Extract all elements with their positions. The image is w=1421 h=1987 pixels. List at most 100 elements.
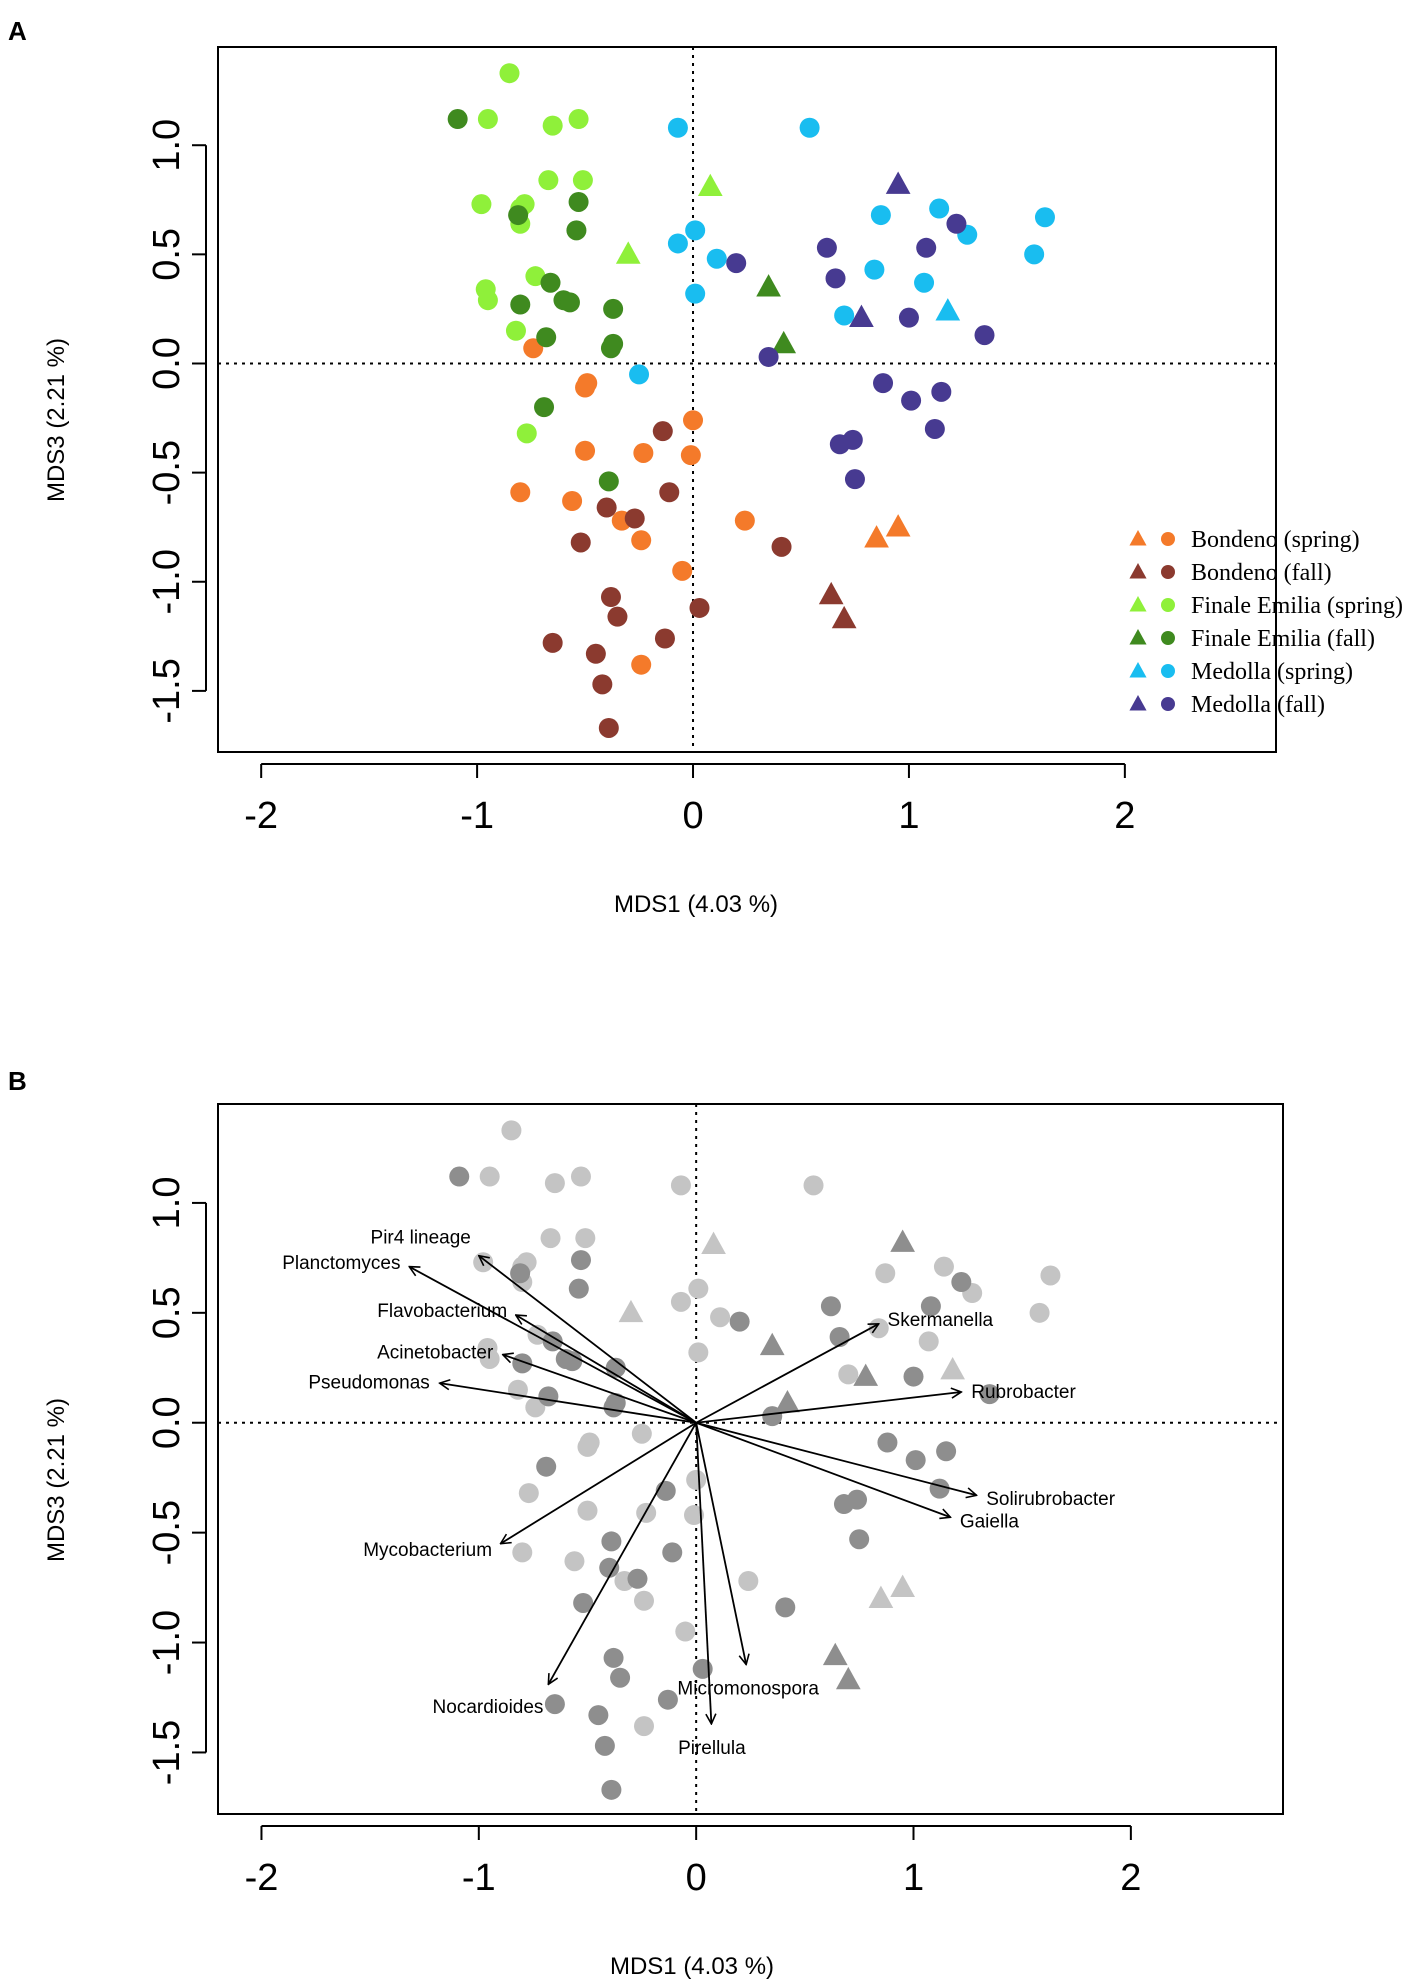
panel-a-y-axis-title: MDS3 (2.21 %)	[43, 338, 70, 502]
biplot-point-finale-emilia-fall	[603, 1397, 624, 1418]
point-finale-emilia-spring	[477, 109, 498, 130]
point-bondeno-spring-triangle	[864, 525, 889, 548]
point-medolla-fall	[758, 346, 779, 367]
panel-b: B Planctomyces Pir4 lineage Flavobacterium…	[8, 1066, 1284, 1980]
panel-b-y-tick-label: -1.0	[146, 1610, 188, 1675]
point-bondeno-fall	[585, 643, 606, 664]
biplot-point-medolla-spring	[875, 1263, 896, 1284]
panel-a-x-axis-title: MDS1 (4.03 %)	[614, 891, 778, 918]
legend-circle-marker-bondeno-fall	[1161, 565, 1175, 579]
point-medolla-spring	[667, 117, 688, 138]
point-medolla-spring	[1024, 244, 1045, 265]
point-medolla-fall	[931, 381, 952, 402]
biplot-point-finale-emilia-fall	[536, 1456, 557, 1477]
point-medolla-fall	[916, 237, 937, 258]
biplot-point-medolla-spring	[670, 1175, 691, 1196]
point-finale-emilia-fall-triangle	[756, 274, 781, 297]
point-finale-emilia-spring	[499, 63, 520, 84]
biplot-point-medolla-spring	[710, 1307, 731, 1328]
biplot-point-bondeno-fall	[603, 1647, 624, 1668]
biplot-point-medolla-spring	[688, 1278, 709, 1299]
panel-a-legend: Bondeno (spring) Bondeno (fall) Finale E…	[1129, 527, 1403, 718]
legend-triangle-marker-medolla-fall	[1129, 695, 1147, 711]
vector-solirubrobacter	[695, 1421, 976, 1496]
biplot-point-medolla-spring	[670, 1291, 691, 1312]
biplot-point-bondeno-spring-triangle	[890, 1574, 915, 1597]
biplot-point-medolla-spring	[1040, 1265, 1061, 1286]
legend-label-bondeno-spring: Bondeno (spring)	[1191, 527, 1360, 553]
panel-b-points	[449, 1120, 1061, 1800]
point-finale-emilia-fall	[447, 109, 468, 130]
panel-b-y-axis: -1.5 -1.0 -0.5 0.0 0.5 1.0	[146, 1177, 207, 1785]
point-finale-emilia-fall	[603, 298, 624, 319]
biplot-point-medolla-spring	[838, 1364, 859, 1385]
point-finale-emilia-spring	[542, 115, 563, 136]
biplot-point-finale-emilia-fall	[512, 1353, 533, 1374]
point-finale-emilia-fall	[534, 397, 555, 418]
biplot-point-finale-emilia-spring-triangle	[701, 1231, 726, 1255]
biplot-point-bondeno-fall-triangle	[822, 1642, 848, 1666]
point-finale-emilia-fall	[598, 471, 619, 492]
biplot-point-bondeno-spring	[512, 1542, 533, 1563]
biplot-point-finale-emilia-spring	[479, 1166, 500, 1187]
legend-label-finale-emilia-fall: Finale Emilia (fall)	[1191, 626, 1375, 652]
panel-a-points	[447, 63, 1055, 738]
point-bondeno-fall	[771, 536, 792, 557]
panel-a-x-tick-label: 2	[1114, 795, 1135, 837]
point-bondeno-fall-triangle	[818, 581, 844, 605]
point-bondeno-fall	[598, 717, 619, 738]
biplot-point-finale-emilia-fall-triangle	[775, 1389, 800, 1413]
legend-triangle-marker-bondeno-spring	[1129, 530, 1147, 546]
vector-label-micromonospora: Micromonospora	[677, 1678, 819, 1699]
panel-b-y-tick-label: 1.0	[146, 1177, 188, 1230]
point-finale-emilia-fall	[568, 191, 589, 212]
biplot-point-medolla-spring	[1029, 1302, 1050, 1323]
point-medolla-spring	[864, 259, 885, 280]
biplot-point-finale-emilia-spring	[501, 1120, 522, 1141]
point-bondeno-fall	[570, 532, 591, 553]
biplot-point-bondeno-fall	[610, 1667, 631, 1688]
point-bondeno-spring	[562, 490, 583, 511]
biplot-point-bondeno-spring	[738, 1570, 759, 1591]
point-finale-emilia-spring	[538, 170, 559, 191]
biplot-point-bondeno-fall	[599, 1557, 620, 1578]
point-medolla-fall	[816, 237, 837, 258]
legend-markers	[1129, 530, 1175, 711]
legend-circle-marker-medolla-fall	[1161, 697, 1175, 711]
biplot-point-bondeno-spring	[683, 1505, 704, 1526]
point-medolla-spring	[1034, 207, 1055, 228]
point-finale-emilia-spring	[471, 194, 492, 215]
biplot-point-medolla-fall	[847, 1489, 867, 1510]
panel-a-x-tick-label: 0	[682, 795, 703, 837]
point-bondeno-spring	[633, 442, 654, 463]
legend-label-medolla-spring: Medolla (spring)	[1191, 659, 1353, 685]
point-finale-emilia-fall-triangle	[771, 330, 797, 354]
biplot-point-bondeno-fall	[775, 1597, 796, 1618]
point-bondeno-spring	[577, 373, 598, 394]
vector-gaiella	[695, 1421, 950, 1518]
vector-label-pir4-lineage: Pir4 lineage	[371, 1228, 471, 1249]
biplot-point-medolla-fall	[729, 1311, 750, 1332]
biplot-point-medolla-fall	[877, 1432, 898, 1453]
vector-pirellula	[695, 1422, 711, 1724]
biplot-point-bondeno-spring	[579, 1432, 600, 1453]
vector-pir4-lineage	[479, 1256, 697, 1424]
biplot-point-medolla-fall	[936, 1441, 957, 1462]
vector-label-gaiella: Gaiella	[960, 1512, 1020, 1533]
vector-skermanella	[695, 1324, 879, 1424]
legend-circle-marker-medolla-spring	[1161, 664, 1175, 678]
point-finale-emilia-fall	[536, 327, 557, 348]
point-bondeno-fall	[600, 587, 621, 608]
point-bondeno-fall	[652, 421, 673, 442]
point-medolla-fall	[726, 253, 747, 274]
point-medolla-spring	[870, 205, 891, 226]
vector-label-pseudomonas: Pseudomonas	[308, 1373, 429, 1394]
biplot-point-bondeno-fall	[544, 1694, 565, 1715]
biplot-point-finale-emilia-spring	[479, 1348, 500, 1369]
panel-a-x-tick-label: -1	[460, 795, 494, 837]
point-bondeno-spring-triangle	[885, 514, 911, 537]
biplot-point-medolla-spring	[631, 1423, 652, 1444]
biplot-point-finale-emilia-fall	[510, 1263, 531, 1284]
vector-label-acinetobacter: Acinetobacter	[377, 1342, 494, 1363]
point-medolla-fall	[842, 429, 863, 450]
